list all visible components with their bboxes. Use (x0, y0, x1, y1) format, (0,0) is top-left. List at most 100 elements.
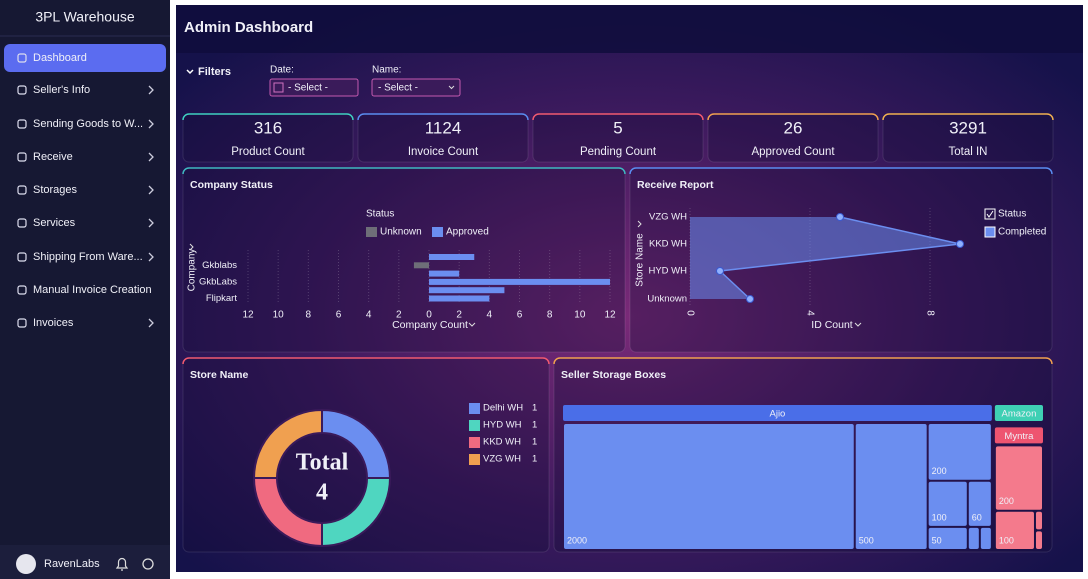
area (690, 217, 960, 299)
group-label: Ajio (770, 409, 786, 420)
treemap-leaf[interactable] (980, 527, 991, 549)
legend-swatch (469, 403, 480, 414)
kpi-label: Invoice Count (408, 146, 479, 158)
x-tick-label: 10 (574, 310, 586, 321)
menu-chevron (148, 85, 154, 95)
x-tick-label: 12 (242, 310, 254, 321)
x-tick-label: 6 (336, 310, 342, 321)
menu-item[interactable]: Invoices (33, 317, 74, 329)
group-header[interactable] (563, 405, 992, 421)
menu-item[interactable]: Manual Invoice Creation (33, 284, 152, 296)
treemap-leaf[interactable] (855, 424, 927, 549)
chart-title: Company Status (190, 179, 273, 191)
menu-icon (17, 185, 27, 195)
legend-checkbox[interactable] (984, 226, 996, 238)
menu-item[interactable]: Receive (33, 151, 73, 163)
menu-active-bg (4, 44, 166, 72)
kpi-label: Product Count (231, 146, 305, 158)
treemap-leaf[interactable] (564, 424, 854, 549)
bar (429, 295, 490, 302)
x-tick-label: 8 (924, 310, 935, 316)
legend-label[interactable]: HYD WH (483, 420, 522, 431)
panel-accent (882, 113, 1054, 121)
point[interactable] (746, 295, 754, 303)
menu-item[interactable]: Storages (33, 184, 78, 196)
menu-item[interactable]: Dashboard (33, 52, 87, 64)
x-tick-label: 4 (487, 310, 493, 321)
filters-chevron[interactable] (186, 69, 194, 75)
select-chevron (448, 85, 455, 90)
y-axis-chevron (637, 220, 642, 228)
treemap-leaf[interactable] (928, 481, 967, 526)
treemap-leaf[interactable] (995, 511, 1034, 549)
group-header[interactable] (994, 427, 1043, 444)
kpi-label: Pending Count (580, 146, 657, 158)
center-value: 4 (316, 480, 328, 506)
leaf-label: 2000 (567, 535, 587, 545)
menu-icon (17, 252, 27, 262)
menu-chevron (148, 119, 154, 129)
legend-label[interactable]: Delhi WH (483, 403, 523, 414)
panel-accent (532, 113, 704, 121)
leaf-label: 60 (972, 512, 982, 522)
treemap-leaf[interactable] (968, 527, 979, 549)
menu-item[interactable]: Shipping From Ware... (33, 251, 143, 263)
bell-icon[interactable] (115, 557, 129, 571)
date-select[interactable] (269, 78, 359, 97)
legend-value: 1 (532, 403, 537, 414)
treemap-leaf[interactable] (995, 446, 1042, 510)
menu-icon (17, 152, 27, 162)
settings-icon[interactable] (142, 558, 154, 570)
menu-icon (17, 119, 27, 129)
avatar[interactable] (16, 554, 36, 574)
treemap-leaf[interactable] (928, 527, 967, 549)
bar (429, 287, 505, 294)
x-tick-label: 6 (517, 310, 523, 321)
menu-icon (17, 53, 27, 63)
legend-label[interactable]: VZG WH (483, 454, 521, 465)
legend-label[interactable]: Approved (446, 227, 489, 238)
date-placeholder: - Select - (288, 83, 328, 94)
treemap-leaf[interactable] (968, 481, 991, 526)
kpi-value: 26 (784, 118, 803, 137)
name-placeholder: - Select - (378, 83, 418, 94)
bar (429, 270, 460, 277)
treemap-leaf[interactable] (1035, 531, 1042, 549)
name-select[interactable] (371, 78, 461, 97)
donut-segment[interactable] (252, 408, 323, 479)
menu-item[interactable]: Sending Goods to W... (33, 118, 143, 130)
x-tick-label: 0 (684, 310, 695, 316)
chart-title: Store Name (190, 369, 249, 381)
treemap-leaf[interactable] (1035, 511, 1042, 530)
point[interactable] (716, 267, 724, 275)
filters-label[interactable]: Filters (198, 66, 231, 78)
y-tick-label: Gkblabs (202, 260, 237, 271)
menu-chevron (148, 218, 154, 228)
date-label: Date: (270, 65, 294, 76)
legend-checkbox[interactable] (984, 208, 996, 220)
leaf-label: 100 (932, 512, 947, 522)
group-label: Amazon (1002, 409, 1037, 420)
calendar-icon (273, 82, 284, 93)
x-tick-label: 2 (396, 310, 402, 321)
menu-icon (17, 318, 27, 328)
legend-value: 1 (532, 437, 537, 448)
legend-label[interactable]: KKD WH (483, 437, 521, 448)
kpi-value: 5 (613, 118, 622, 137)
treemap-leaf[interactable] (928, 424, 991, 480)
point[interactable] (836, 213, 844, 221)
menu-item[interactable]: Services (33, 217, 76, 229)
legend-label[interactable]: Completed (998, 227, 1046, 238)
menu-chevron (148, 152, 154, 162)
group-header[interactable] (994, 405, 1043, 421)
legend-swatch (469, 420, 480, 431)
x-axis-label: ID Count (811, 319, 853, 331)
y-tick-label: HYD WH (648, 266, 687, 277)
legend-swatch (469, 437, 480, 448)
legend-label[interactable]: Unknown (380, 227, 422, 238)
x-tick-label: 8 (306, 310, 312, 321)
menu-item[interactable]: Seller's Info (33, 84, 90, 96)
x-tick-label: 8 (547, 310, 553, 321)
point[interactable] (956, 240, 964, 248)
legend-swatch (432, 227, 443, 237)
